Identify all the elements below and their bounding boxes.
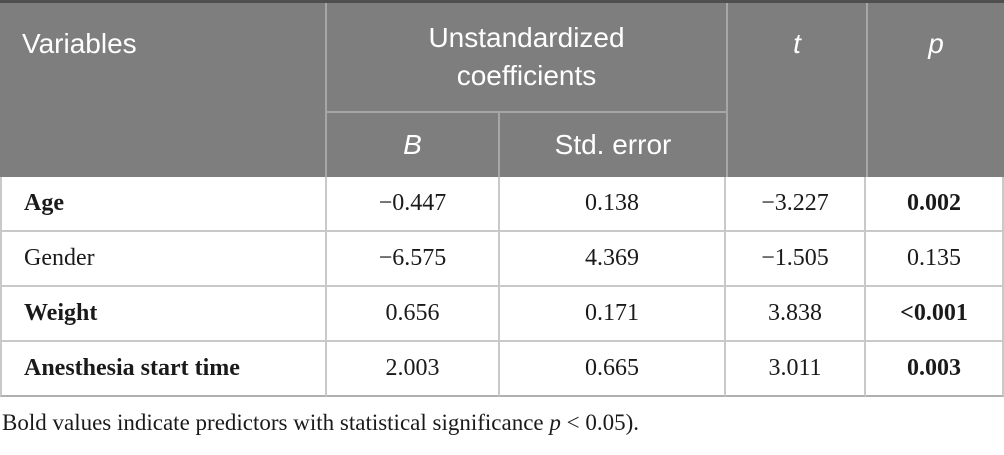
cell-b: −0.447: [327, 177, 500, 232]
header-cell-unstandardized-coefficients: Unstandardized coefficients: [327, 3, 726, 113]
table-footnote: Bold values indicate predictors with sta…: [2, 410, 1004, 436]
header-cell-t: t: [726, 3, 866, 177]
header-cell-p: p: [866, 3, 1004, 177]
cell-t: −3.227: [726, 177, 866, 232]
cell-p: 0.003: [866, 342, 1004, 397]
table-row-weight: Weight 0.656 0.171 3.838 <0.001: [0, 287, 1004, 342]
header-cell-variables: Variables: [0, 3, 327, 177]
cell-std-error: 0.665: [500, 342, 726, 397]
table-row-gender: Gender −6.575 4.369 −1.505 0.135: [0, 232, 1004, 287]
table-row-anesthesia-start-time: Anesthesia start time 2.003 0.665 3.011 …: [0, 342, 1004, 397]
table-row-age: Age −0.447 0.138 −3.227 0.002: [0, 177, 1004, 232]
cell-std-error: 0.138: [500, 177, 726, 232]
cell-t: −1.505: [726, 232, 866, 287]
row-label: Age: [0, 177, 327, 232]
cell-b: 2.003: [327, 342, 500, 397]
footnote-p-symbol: p: [549, 410, 561, 435]
row-label: Weight: [0, 287, 327, 342]
cell-p: <0.001: [866, 287, 1004, 342]
footnote-threshold: < 0.05).: [560, 410, 640, 435]
row-label: Gender: [0, 232, 327, 287]
cell-t: 3.838: [726, 287, 866, 342]
cell-p: 0.002: [866, 177, 1004, 232]
cell-std-error: 0.171: [500, 287, 726, 342]
header-cell-std-error: Std. error: [500, 113, 726, 177]
header-cell-b: B: [327, 113, 500, 177]
table-header: Variables Unstandardized coefficients t …: [0, 3, 1004, 177]
table-body: Age −0.447 0.138 −3.227 0.002 Gender −6.…: [0, 177, 1004, 397]
footnote-text: Bold values indicate predictors with sta…: [2, 410, 550, 435]
cell-p: 0.135: [866, 232, 1004, 287]
cell-b: −6.575: [327, 232, 500, 287]
cell-b: 0.656: [327, 287, 500, 342]
cell-std-error: 4.369: [500, 232, 726, 287]
regression-coefficients-table: Variables Unstandardized coefficients t …: [0, 0, 1004, 397]
row-label: Anesthesia start time: [0, 342, 327, 397]
cell-t: 3.011: [726, 342, 866, 397]
